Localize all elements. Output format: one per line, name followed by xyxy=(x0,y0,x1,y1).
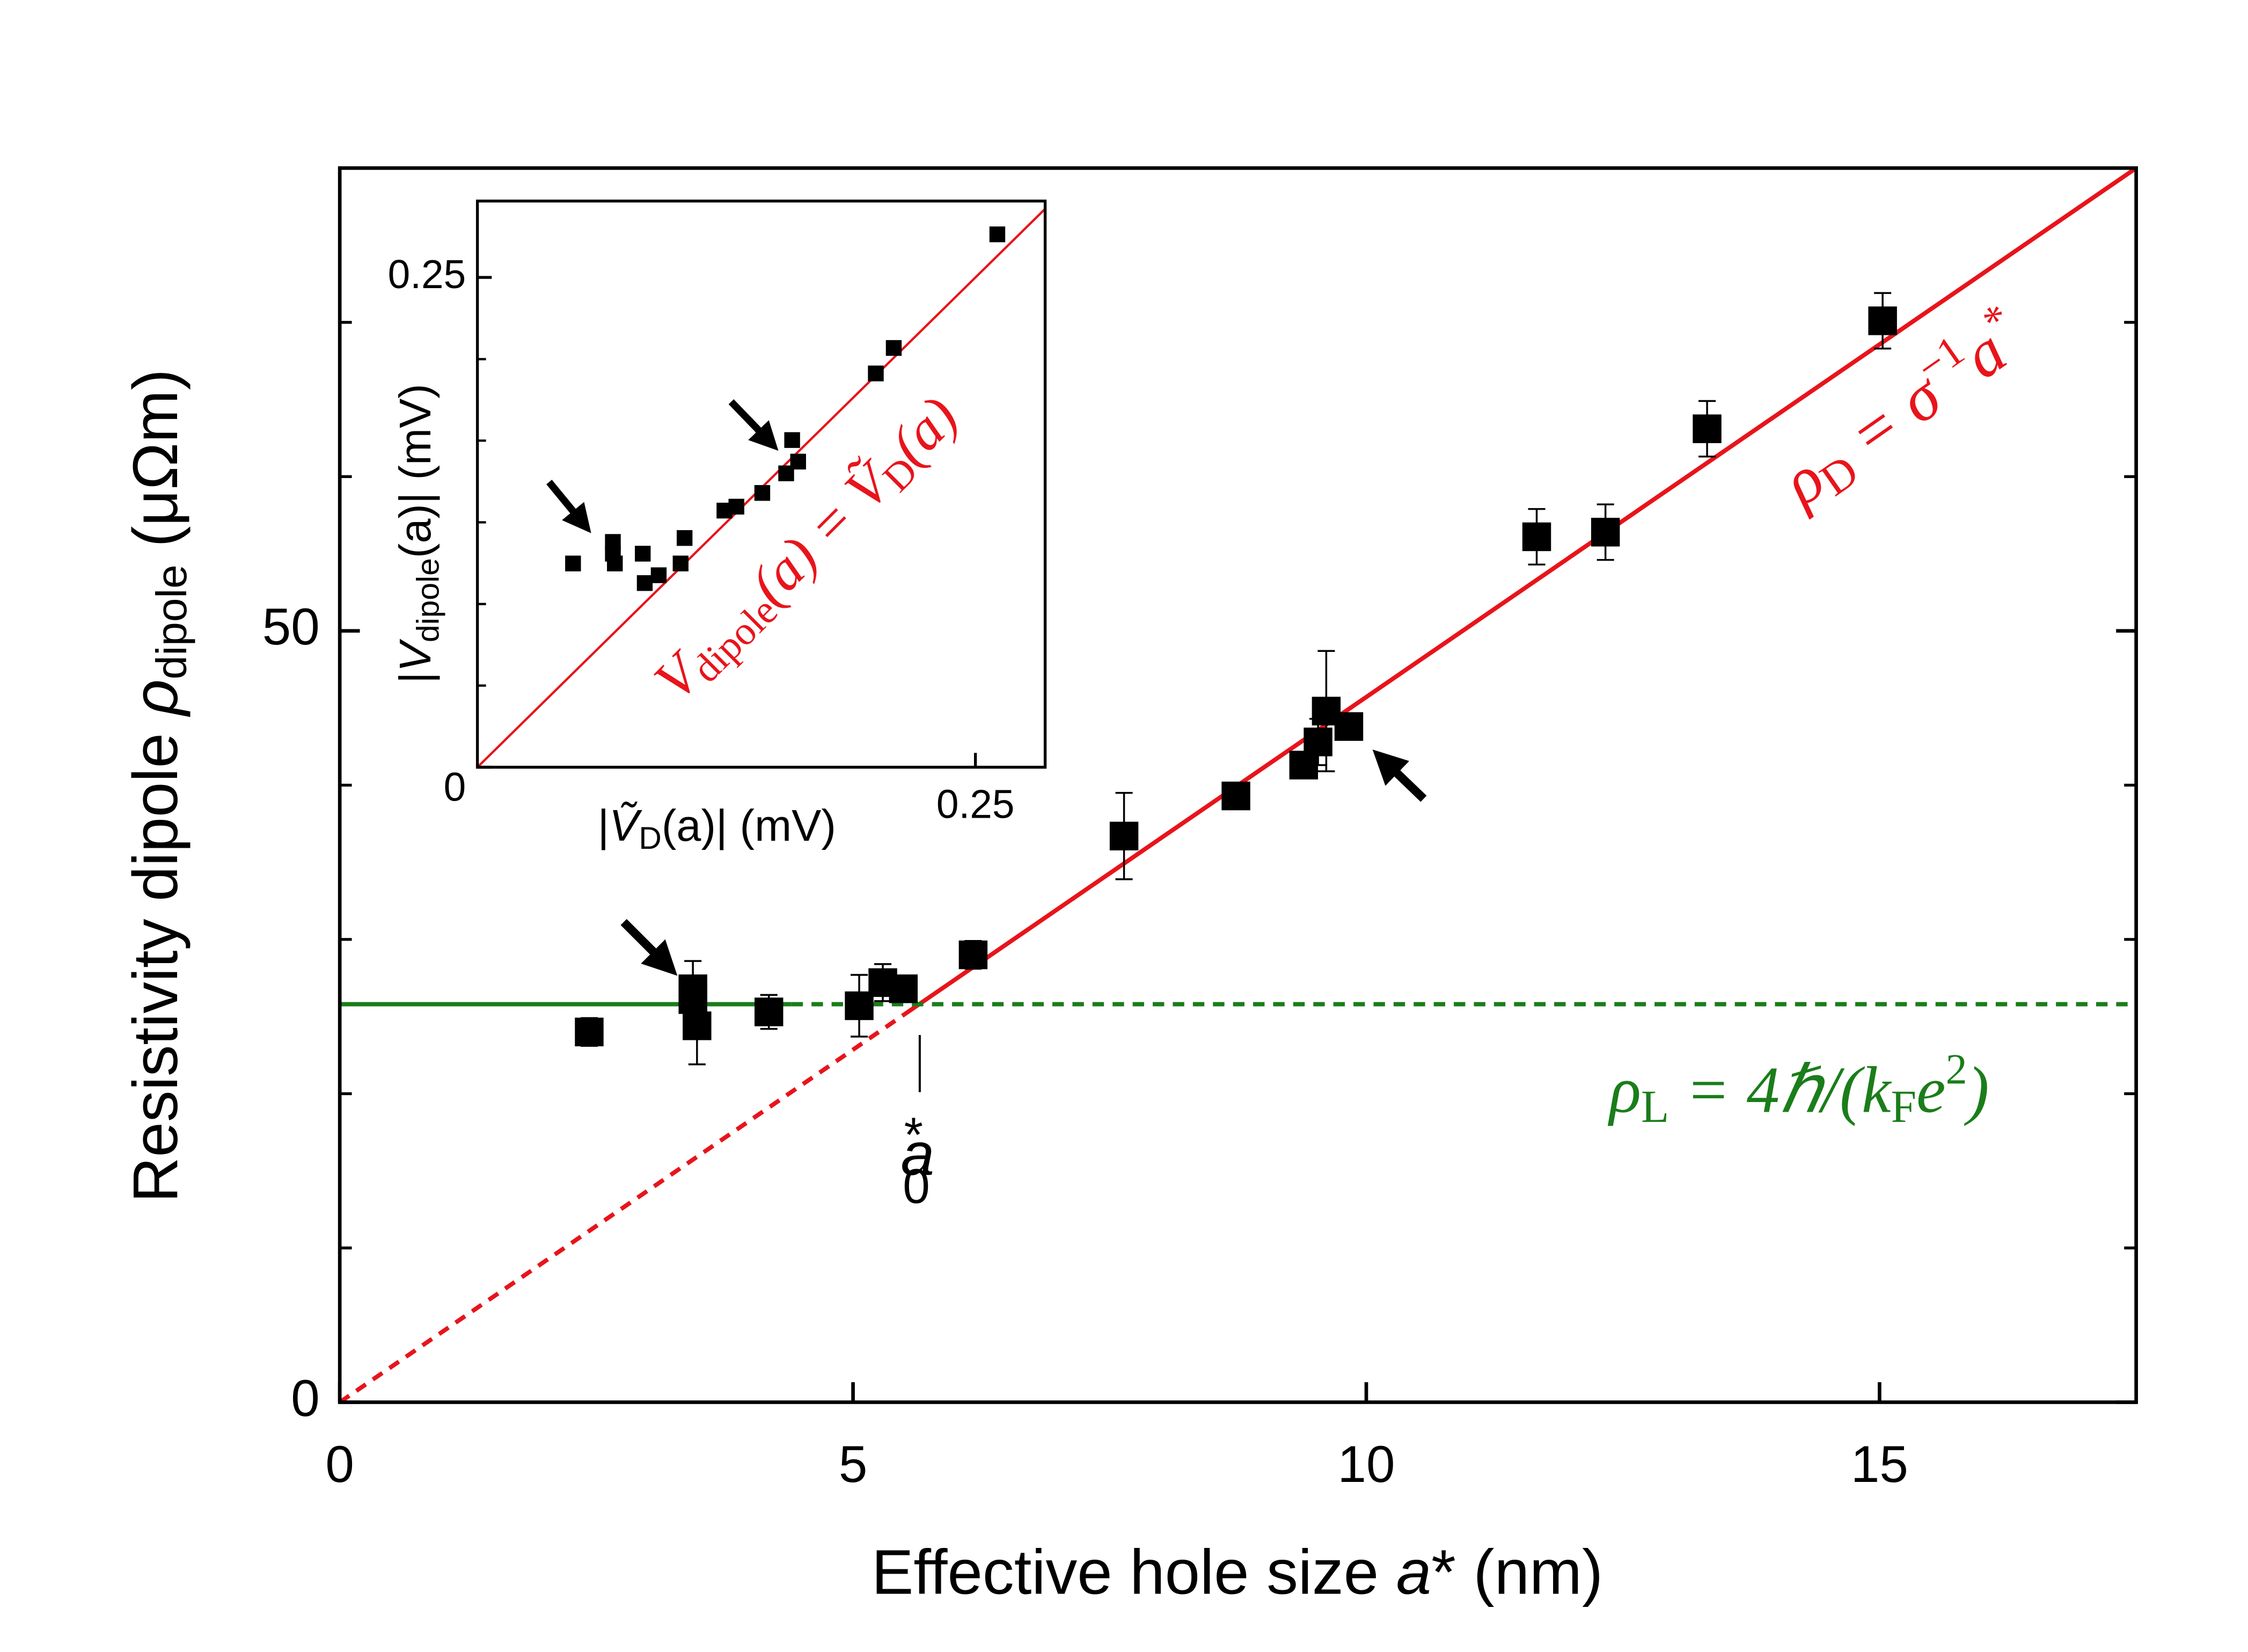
data-point xyxy=(683,1011,712,1040)
data-point xyxy=(1334,712,1364,741)
data-point xyxy=(1109,821,1139,850)
y-tick-label: 50 xyxy=(262,598,320,656)
x-tick-label: 15 xyxy=(1851,1436,1908,1493)
x-tick-label: 0 xyxy=(325,1436,354,1493)
y-axis-label: Resistivity dipole ρdipole (μΩm) xyxy=(120,369,195,1203)
y-label-sub: dipole xyxy=(147,564,195,679)
x-label-var: a xyxy=(1396,1537,1431,1607)
y-tick-label: 0.25 xyxy=(388,252,466,297)
data-point xyxy=(868,365,884,381)
inset-x-label-sub: D xyxy=(639,821,661,856)
inset-x-label-var: Ṽ xyxy=(609,801,642,850)
data-point xyxy=(754,485,771,501)
y-label-text: (μΩm) xyxy=(120,369,191,564)
eq-sup: 2 xyxy=(1946,1046,1967,1093)
a0-var: a xyxy=(901,1120,934,1187)
data-point xyxy=(607,555,623,571)
y-tick-label: 0 xyxy=(444,764,466,809)
data-point xyxy=(650,567,667,583)
y-label-text: Resistivity dipole xyxy=(120,716,191,1203)
data-point xyxy=(1221,781,1250,811)
data-point xyxy=(1522,522,1551,552)
data-point xyxy=(678,985,707,1014)
eq-part: ) xyxy=(1964,1053,1989,1127)
inset-y-label-var: V xyxy=(390,638,440,672)
inset-y-label-sub: dipole xyxy=(411,558,445,642)
inset-x-axis-label: |ṼD(a)| (mV) xyxy=(598,801,836,856)
arrow xyxy=(620,919,678,976)
data-point xyxy=(790,453,806,470)
arrow xyxy=(1372,750,1427,802)
data-point xyxy=(885,340,902,356)
data-point xyxy=(755,997,783,1026)
data-point xyxy=(728,498,744,515)
x-tick-label: 10 xyxy=(1338,1436,1395,1493)
eq-part: = 4ℏ/(k xyxy=(1669,1053,1892,1127)
data-point xyxy=(784,432,800,448)
data-point xyxy=(635,546,651,562)
a0-sup: * xyxy=(904,1108,923,1162)
a0-sub: 0 xyxy=(903,1159,930,1214)
eq-sub: L xyxy=(1641,1082,1669,1132)
data-point xyxy=(575,1017,604,1047)
data-point xyxy=(1304,728,1332,757)
data-point xyxy=(958,940,988,970)
data-point xyxy=(672,555,689,571)
inset-plot: 0.25 0 0.25 xyxy=(388,200,1047,827)
eq-part: ρ xyxy=(1607,1053,1641,1127)
y-tick-label: 0 xyxy=(291,1370,319,1427)
inset-y-label-text: | xyxy=(390,672,440,684)
inset-y-axis-label: |Vdipole(a)| (mV) xyxy=(390,384,445,684)
eq-sub: F xyxy=(1891,1082,1916,1132)
data-point xyxy=(1591,518,1620,547)
data-point xyxy=(565,555,581,571)
green-equation: ρL = 4ℏ/(kFe2) xyxy=(1607,1046,1989,1132)
plot-frame xyxy=(475,200,1047,769)
fit-line xyxy=(338,1012,906,1404)
data-point xyxy=(1868,306,1897,335)
y-label-var: ρ xyxy=(120,679,191,717)
x-axis-label: Effective hole size a* (nm) xyxy=(872,1537,1603,1607)
inset-x-label-text: | xyxy=(598,801,610,850)
data-point xyxy=(636,575,653,591)
arrow xyxy=(546,480,591,533)
a0-label: a0* xyxy=(901,1108,934,1214)
fit-line xyxy=(903,166,2137,1016)
inset-y-label-text: (a)| (mV) xyxy=(390,384,440,558)
data-point xyxy=(989,226,1006,243)
x-tick-label: 5 xyxy=(839,1436,867,1493)
data-point xyxy=(1693,414,1722,443)
eq-part: e xyxy=(1916,1053,1946,1127)
data-point xyxy=(676,530,693,546)
x-tick-label: 0.25 xyxy=(936,782,1015,827)
plot-layer: 0 5 10 15 0 50 0.25 0 0.25 xyxy=(262,166,2138,1493)
main-plot: 0 5 10 15 0 50 xyxy=(262,166,2138,1493)
inset-x-label-text: (a)| (mV) xyxy=(662,801,836,850)
data-point xyxy=(889,974,918,1003)
x-label-text: Effective hole size xyxy=(872,1537,1396,1607)
arrow xyxy=(728,399,779,451)
x-label-text: * (nm) xyxy=(1431,1537,1603,1607)
